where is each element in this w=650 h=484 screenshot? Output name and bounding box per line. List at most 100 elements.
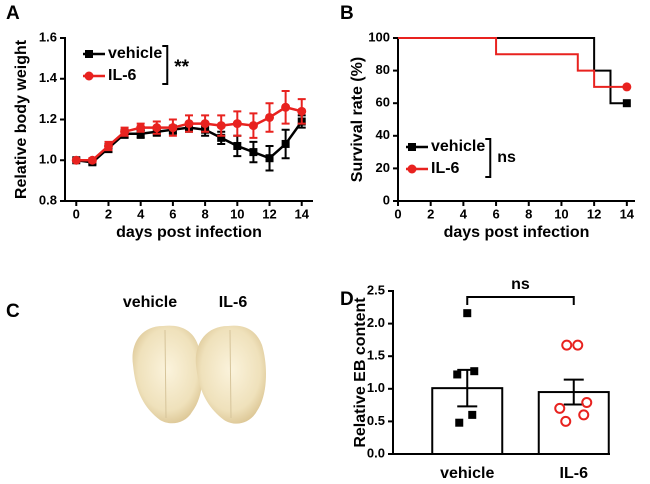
panel-letter: B	[340, 3, 354, 24]
panel-letter: D	[340, 289, 354, 310]
y-tick-label: 40	[376, 127, 390, 142]
brain-photo	[132, 325, 203, 424]
y-tick-label: 20	[376, 160, 390, 175]
x-tick-label: 8	[525, 206, 532, 221]
y-tick-label: 0.0	[367, 445, 385, 460]
x-tick-label: 2	[427, 206, 434, 221]
point	[200, 119, 210, 129]
x-tick-label: 4	[460, 206, 468, 221]
legend-label: vehicle	[431, 138, 485, 155]
x-tick-label: 10	[230, 206, 244, 221]
y-tick-label: 1.6	[39, 29, 57, 44]
data-point	[468, 410, 477, 419]
y-tick-label: 0	[383, 192, 390, 207]
x-tick-label: 12	[587, 206, 601, 221]
point	[168, 123, 178, 133]
data-point	[554, 402, 566, 414]
y-tick-label: 1.0	[39, 152, 57, 167]
point	[136, 129, 145, 138]
bracket	[485, 138, 492, 178]
bracket	[466, 296, 575, 305]
point	[265, 112, 275, 122]
y-tick-label: 0.5	[367, 413, 385, 428]
point	[232, 119, 242, 129]
x-tick-label: 14	[294, 206, 309, 221]
annotation: ns	[497, 149, 516, 166]
survival-curve	[398, 37, 627, 105]
point	[103, 141, 113, 151]
data-point	[581, 396, 593, 408]
y-axis-title: Relative body weight	[13, 39, 30, 199]
annotation: ns	[511, 276, 530, 293]
x-tick-label: 6	[492, 206, 499, 221]
point	[217, 133, 226, 142]
y-tick-label: 2.5	[367, 282, 385, 297]
end-point	[622, 99, 631, 108]
legend-label: IL-6	[431, 160, 460, 177]
legend-marker	[408, 143, 416, 151]
point	[281, 102, 291, 112]
point	[216, 121, 226, 131]
legend-label: vehicle	[108, 45, 162, 62]
point	[248, 121, 258, 131]
data-point	[453, 370, 462, 379]
legend-marker	[85, 50, 93, 58]
y-tick-label: 1.0	[367, 380, 385, 395]
x-tick-label: 6	[169, 206, 176, 221]
point	[136, 123, 146, 133]
photo-caption: IL-6	[219, 294, 248, 311]
x-tick-label: 2	[105, 206, 112, 221]
y-tick-label: 100	[368, 29, 390, 44]
data-point	[561, 339, 573, 351]
x-tick-label: 0	[394, 206, 401, 221]
point	[297, 106, 307, 116]
y-tick-label: 1.4	[39, 70, 58, 85]
x-axis-title: days post infection	[116, 224, 262, 241]
data-point	[578, 409, 590, 421]
point	[120, 127, 130, 137]
survival-curve	[398, 37, 627, 88]
data-point	[463, 309, 472, 318]
y-tick-label: 80	[376, 62, 390, 77]
x-axis-title: days post infection	[444, 224, 590, 241]
x-tick-label: 8	[201, 206, 208, 221]
end-point	[622, 82, 632, 92]
y-tick-label: 60	[376, 95, 390, 110]
x-tick-label: 10	[554, 206, 568, 221]
x-tick-label: vehicle	[440, 465, 494, 482]
data-point	[572, 339, 584, 351]
legend-marker	[407, 164, 417, 174]
legend-label: IL-6	[108, 67, 137, 84]
annotation: **	[174, 57, 189, 78]
y-tick-label: 1.2	[39, 111, 57, 126]
x-tick-label: 14	[620, 206, 635, 221]
legend-marker	[84, 71, 94, 81]
point	[249, 148, 258, 157]
x-tick-label: 4	[137, 206, 145, 221]
bar	[431, 387, 504, 456]
point	[152, 123, 162, 133]
bracket	[162, 45, 169, 85]
panel-letter: C	[6, 301, 20, 322]
error-bar	[563, 378, 584, 406]
y-tick-label: 1.5	[367, 348, 385, 363]
y-tick-label: 0.8	[39, 192, 57, 207]
point	[184, 119, 194, 129]
data-point	[560, 415, 572, 427]
point	[265, 154, 274, 163]
photo-caption: vehicle	[123, 294, 177, 311]
data-point	[455, 418, 464, 427]
data-point	[470, 367, 479, 376]
point	[281, 139, 290, 148]
point	[87, 155, 97, 165]
panel-letter: A	[6, 3, 20, 24]
y-axis-title: Survival rate (%)	[349, 57, 366, 182]
x-tick-label: 0	[73, 206, 80, 221]
x-tick-label: IL-6	[560, 465, 589, 482]
point	[233, 141, 242, 150]
brain-photo	[195, 325, 267, 424]
bar	[537, 391, 610, 455]
y-axis-title: Relative EB content	[352, 297, 369, 448]
x-tick-label: 12	[262, 206, 276, 221]
